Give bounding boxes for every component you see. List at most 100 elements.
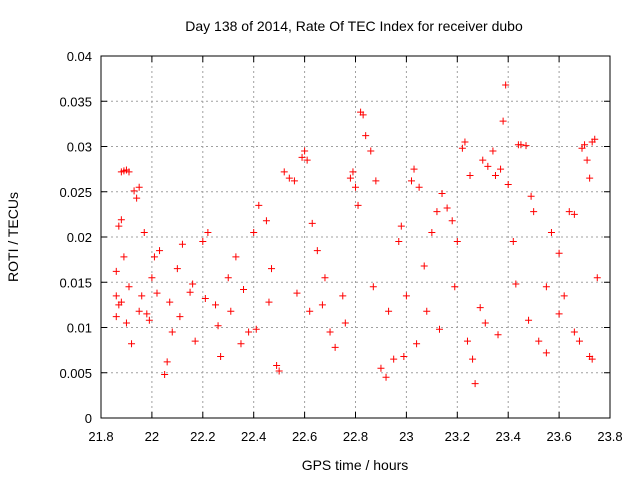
data-point xyxy=(191,337,199,345)
data-point xyxy=(499,117,507,125)
data-point xyxy=(428,228,436,236)
data-point xyxy=(352,183,359,191)
data-point xyxy=(122,319,130,327)
data-point xyxy=(255,201,263,209)
data-point xyxy=(112,267,120,275)
data-point xyxy=(224,274,232,282)
y-axis: 0 0.005 0.01 0.015 0.02 0.025 0.03 0.035 0.04 xyxy=(59,49,610,426)
chart-title: Day 138 of 2014, Rate Of TEC Index for r… xyxy=(185,18,523,34)
data-point xyxy=(163,358,171,366)
data-point xyxy=(204,228,212,236)
x-tick-label: 22.4 xyxy=(241,429,266,444)
x-axis-title: GPS time / hours xyxy=(302,457,409,473)
data-point xyxy=(497,165,505,173)
data-point xyxy=(410,165,418,173)
x-tick-label: 22.8 xyxy=(343,429,368,444)
data-point xyxy=(308,219,316,227)
data-point xyxy=(575,337,583,345)
data-point xyxy=(201,295,209,303)
data-point xyxy=(397,222,405,230)
data-point xyxy=(237,340,245,348)
data-point xyxy=(117,216,125,224)
data-point xyxy=(341,319,349,327)
y-tick-label: 0 xyxy=(85,411,92,426)
data-point xyxy=(438,190,446,198)
y-tick-label: 0.005 xyxy=(59,366,92,381)
data-point xyxy=(367,147,375,155)
data-point xyxy=(227,307,235,315)
data-point xyxy=(583,156,591,164)
data-point xyxy=(138,292,146,300)
data-point xyxy=(125,283,133,291)
x-tick-label: 23.8 xyxy=(597,429,622,444)
data-point xyxy=(321,274,329,282)
data-point xyxy=(489,147,497,155)
data-point xyxy=(560,292,568,300)
data-point xyxy=(433,208,441,216)
data-point xyxy=(527,192,535,200)
data-point xyxy=(372,177,380,185)
x-tick-label: 22.2 xyxy=(190,429,215,444)
data-point xyxy=(301,147,309,155)
y-tick-label: 0.03 xyxy=(67,140,92,155)
data-point xyxy=(331,343,339,351)
data-point xyxy=(252,325,260,333)
x-tick-label: 23 xyxy=(399,429,413,444)
data-point xyxy=(586,174,594,182)
data-point xyxy=(517,141,525,149)
data-point xyxy=(112,292,120,300)
data-point xyxy=(125,168,133,176)
y-tick-label: 0.015 xyxy=(59,275,92,290)
data-point xyxy=(443,204,451,212)
data-point xyxy=(156,247,164,255)
data-point xyxy=(593,274,601,282)
data-point xyxy=(362,132,370,140)
data-point xyxy=(512,280,520,288)
data-point xyxy=(578,144,586,152)
data-point xyxy=(494,331,502,339)
data-point xyxy=(280,168,288,176)
data-point xyxy=(435,325,443,333)
y-axis-title: ROTI / TECUs xyxy=(5,192,21,282)
data-point xyxy=(581,141,589,149)
data-point xyxy=(525,316,533,324)
data-point xyxy=(178,240,186,248)
data-point xyxy=(135,307,143,315)
data-point xyxy=(120,253,128,261)
data-point xyxy=(339,292,347,300)
data-point xyxy=(199,238,207,246)
data-point xyxy=(463,337,471,345)
data-point xyxy=(547,228,555,236)
data-point xyxy=(354,201,362,209)
data-point xyxy=(290,177,298,185)
data-point xyxy=(189,280,197,288)
x-tick-label: 23.4 xyxy=(496,429,521,444)
data-point xyxy=(293,289,301,297)
data-point xyxy=(265,298,273,306)
data-point xyxy=(570,210,578,218)
data-point xyxy=(214,322,222,330)
y-tick-label: 0.035 xyxy=(59,94,92,109)
data-point xyxy=(133,194,141,202)
data-point xyxy=(148,274,156,282)
data-point xyxy=(268,265,276,273)
data-point xyxy=(377,364,385,372)
data-point xyxy=(535,337,543,345)
x-tick-label: 22.6 xyxy=(292,429,317,444)
data-point xyxy=(542,283,550,291)
data-point xyxy=(407,177,415,185)
data-point xyxy=(586,352,594,360)
data-point xyxy=(150,253,158,261)
data-point xyxy=(359,111,367,119)
data-point xyxy=(385,307,393,315)
data-point xyxy=(466,171,474,179)
x-tick-label: 21.8 xyxy=(88,429,113,444)
data-point xyxy=(469,355,477,363)
data-point xyxy=(504,181,512,189)
data-point xyxy=(250,228,258,236)
x-tick-label: 22 xyxy=(145,429,159,444)
data-point xyxy=(298,153,306,161)
data-point xyxy=(217,352,225,360)
data-point xyxy=(415,183,423,191)
